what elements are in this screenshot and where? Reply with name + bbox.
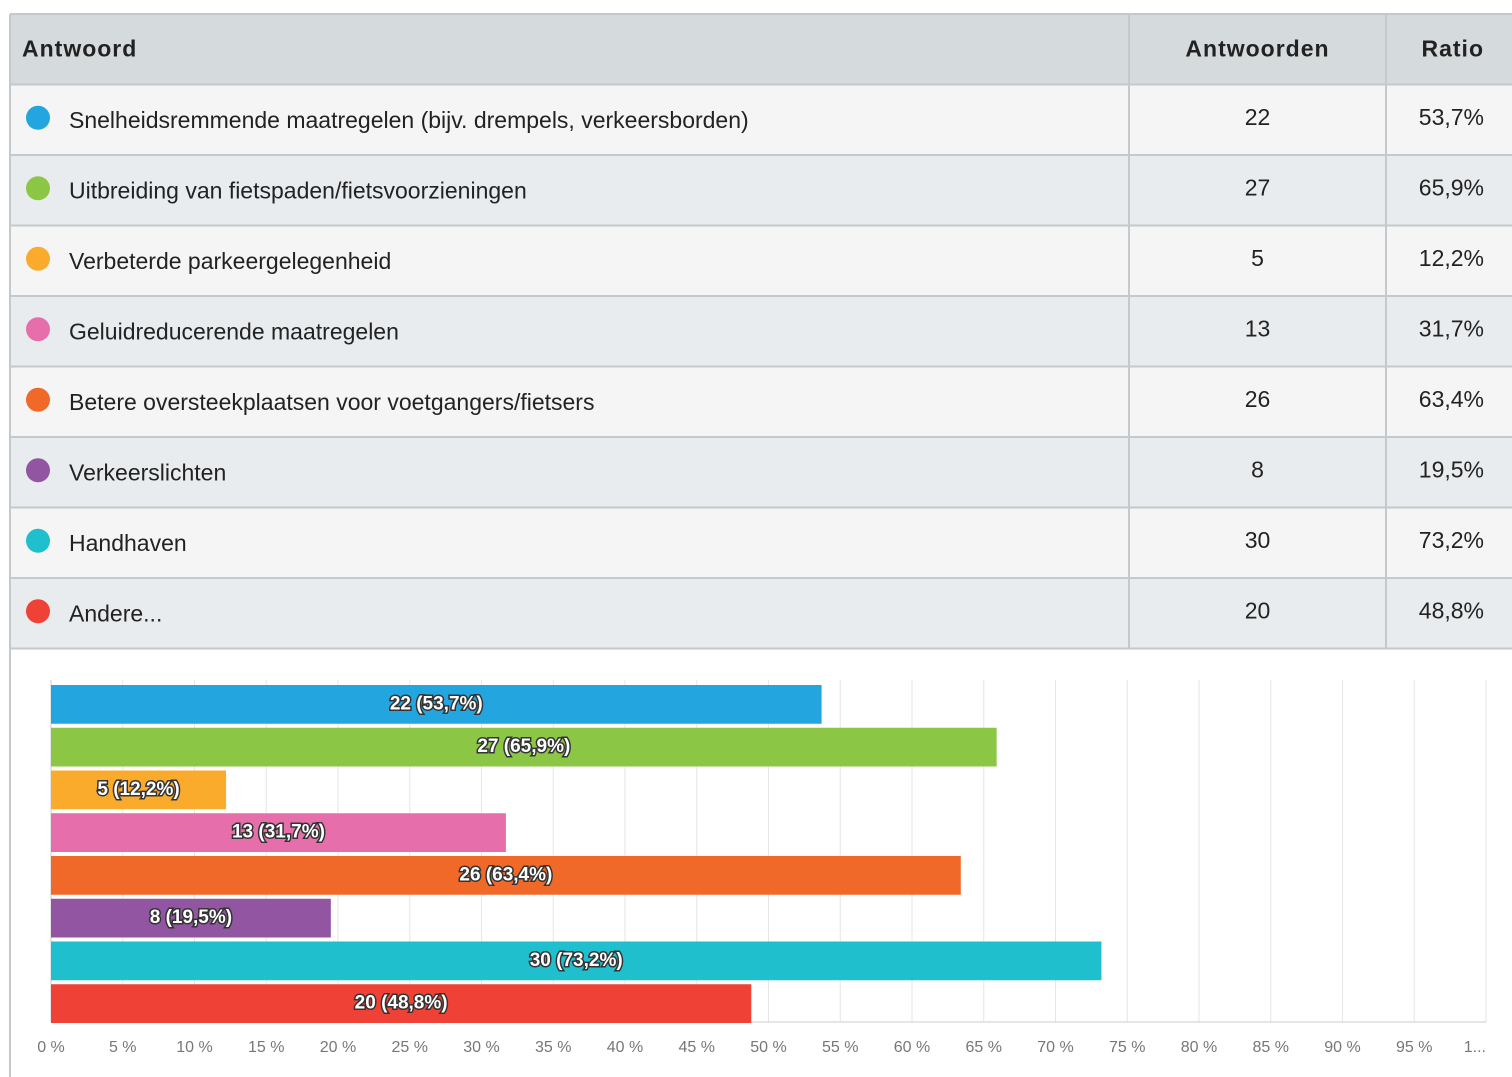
x-tick-label: 80 % xyxy=(1181,1039,1217,1056)
cell: 53,7% xyxy=(1419,104,1484,130)
value-label: 5 (12,2%) xyxy=(97,779,179,800)
row-dot xyxy=(26,458,50,483)
cell: 65,9% xyxy=(1419,174,1484,200)
header-bg xyxy=(10,14,1512,85)
header-cell: Antwoord xyxy=(22,35,137,61)
value-label: 8 (19,5%) xyxy=(150,907,232,928)
cell: 22 xyxy=(1245,104,1271,130)
cell: 8 xyxy=(1251,456,1264,482)
x-tick-label: 85 % xyxy=(1253,1039,1289,1056)
value-label: 26 (63,4%) xyxy=(459,864,552,885)
cell: Snelheidsremmende maatregelen (bijv. dre… xyxy=(69,107,749,133)
x-tick-label: 70 % xyxy=(1037,1039,1073,1056)
row-bg xyxy=(10,84,1512,155)
cell: 30 xyxy=(1245,527,1271,553)
cell: Handhaven xyxy=(69,530,187,556)
x-tick-label: 65 % xyxy=(966,1039,1002,1056)
cell: 20 xyxy=(1245,597,1271,623)
row-dot xyxy=(26,246,50,271)
row-dot xyxy=(26,387,50,412)
value-label: 13 (31,7%) xyxy=(232,822,325,843)
bar xyxy=(51,984,752,1023)
bar xyxy=(51,685,822,724)
x-tick-label: 95 % xyxy=(1396,1039,1432,1056)
row-bg xyxy=(10,155,1512,226)
row-bg xyxy=(10,578,1512,649)
cell: 48,8% xyxy=(1419,597,1484,623)
value-label: 20 (48,8%) xyxy=(355,993,448,1014)
row-dot xyxy=(26,176,50,201)
x-tick-label: 35 % xyxy=(535,1039,571,1056)
cell: Betere oversteekplaatsen voor voetganger… xyxy=(69,389,594,415)
x-tick-label: 90 % xyxy=(1324,1039,1360,1056)
cell: Geluidreducerende maatregelen xyxy=(69,318,399,344)
cell: 13 xyxy=(1245,315,1271,341)
row-dot xyxy=(26,317,50,342)
bar xyxy=(51,856,961,895)
bar xyxy=(51,770,227,810)
row-dot xyxy=(26,599,50,624)
x-tick-label: 20 % xyxy=(320,1039,356,1056)
value-label: 27 (65,9%) xyxy=(477,736,570,757)
cell: 73,2% xyxy=(1419,527,1484,553)
bar xyxy=(51,898,331,938)
x-tick-label: 30 % xyxy=(463,1039,499,1056)
row-dot xyxy=(26,105,50,130)
cell: 27 xyxy=(1245,174,1271,200)
row-bg xyxy=(10,296,1512,367)
row-bg xyxy=(10,507,1512,578)
x-tick-label: 15 % xyxy=(248,1039,284,1056)
cell: Uitbreiding van fietspaden/fietsvoorzien… xyxy=(69,177,527,203)
bar xyxy=(51,813,506,852)
x-tick-label: 60 % xyxy=(894,1039,930,1056)
x-tick-label: 10 % xyxy=(176,1039,212,1056)
value-label: 30 (73,2%) xyxy=(530,950,623,971)
cell: Andere... xyxy=(69,600,162,626)
cell: 63,4% xyxy=(1419,386,1484,412)
row-bg xyxy=(10,437,1512,508)
cell: 5 xyxy=(1251,245,1264,271)
x-tick-label: 0 % xyxy=(37,1039,65,1056)
cell: 19,5% xyxy=(1419,456,1484,482)
row-bg xyxy=(10,225,1512,296)
x-tick-label: 40 % xyxy=(607,1039,643,1056)
cell: 31,7% xyxy=(1419,315,1484,341)
header-cell: Ratio xyxy=(1422,35,1485,61)
x-tick-label: 55 % xyxy=(822,1039,858,1056)
cell: 12,2% xyxy=(1419,245,1484,271)
value-label: 22 (53,7%) xyxy=(390,693,483,714)
x-tick-label: 5 % xyxy=(109,1039,137,1056)
cell: Verkeerslichten xyxy=(69,459,226,485)
row-bg xyxy=(10,366,1512,437)
row-dot xyxy=(26,528,50,553)
cell: Verbeterde parkeergelegenheid xyxy=(69,248,391,274)
x-tick-label: 45 % xyxy=(679,1039,715,1056)
header-cell: Antwoorden xyxy=(1185,35,1329,61)
bar xyxy=(51,941,1102,981)
x-tick-label: 75 % xyxy=(1109,1039,1145,1056)
cell: 26 xyxy=(1245,386,1271,412)
x-tick-label: 25 % xyxy=(392,1039,428,1056)
bar xyxy=(51,727,997,767)
x-tick-label: 1... xyxy=(1464,1039,1486,1056)
x-tick-label: 50 % xyxy=(750,1039,786,1056)
